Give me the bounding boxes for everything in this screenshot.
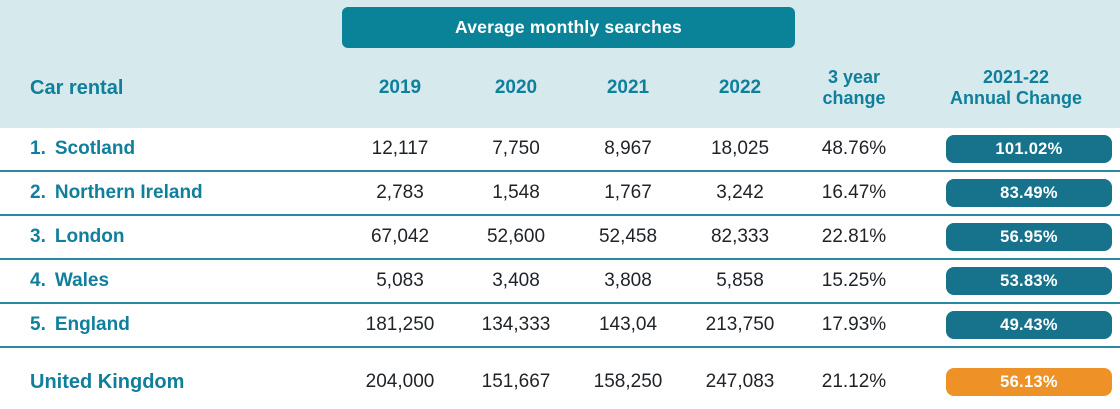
region-label: United Kingdom xyxy=(30,370,185,393)
region-name-cell: 3. London xyxy=(0,226,340,248)
value-2022: 213,750 xyxy=(705,314,775,335)
value-2020: 134,333 xyxy=(481,314,551,335)
region-name-cell: 5. England xyxy=(0,314,340,336)
value-2021: 3,808 xyxy=(604,270,652,291)
annual-change-cell: 56.13% xyxy=(912,368,1120,396)
value-2019: 2,783 xyxy=(376,182,424,203)
region-label: Wales xyxy=(54,270,110,291)
region-name-cell: United Kingdom xyxy=(0,371,340,394)
annual-change-badge: 56.95% xyxy=(946,223,1112,251)
value-2020: 3,408 xyxy=(492,270,540,291)
value-2021: 1,767 xyxy=(604,182,652,203)
column-header-car-rental: Car rental xyxy=(30,76,124,99)
region-rank: 1. xyxy=(30,138,46,159)
value-2019: 67,042 xyxy=(370,226,430,247)
value-2020: 151,667 xyxy=(481,371,551,392)
table-row: 5. England 181,250 134,333 143,04 213,750… xyxy=(0,304,1120,348)
column-header-2020: 2020 xyxy=(494,77,538,99)
annual-change-badge: 101.02% xyxy=(946,135,1112,163)
region-name-cell: 2. Northern Ireland xyxy=(0,182,340,204)
annual-change-badge: 53.83% xyxy=(946,267,1112,295)
value-2021: 8,967 xyxy=(604,138,652,159)
table-row: 2. Northern Ireland 2,783 1,548 1,767 3,2… xyxy=(0,172,1120,216)
annual-change-badge: 49.43% xyxy=(946,311,1112,339)
region-rank: 5. xyxy=(30,314,46,335)
value-2022: 247,083 xyxy=(705,371,775,392)
region-label: London xyxy=(54,226,125,247)
region-name-cell: 1. Scotland xyxy=(0,138,340,160)
summary-row-united-kingdom: United Kingdom 204,000 151,667 158,250 2… xyxy=(0,354,1120,409)
value-2022: 18,025 xyxy=(710,138,770,159)
region-rank: 2. xyxy=(30,182,46,203)
column-header-3-year-change: 3 year change xyxy=(822,67,886,108)
value-2022: 82,333 xyxy=(710,226,770,247)
value-2021: 158,250 xyxy=(593,371,663,392)
column-header-2022: 2022 xyxy=(718,77,762,99)
value-2019: 12,117 xyxy=(371,138,429,159)
region-name-cell: 4. Wales xyxy=(0,270,340,292)
value-3-year-change: 22.81% xyxy=(821,226,887,247)
value-2019: 5,083 xyxy=(376,270,424,291)
value-2020: 52,600 xyxy=(486,226,546,247)
region-label: Northern Ireland xyxy=(54,182,203,203)
column-header-annual-change: 2021-22 Annual Change xyxy=(949,67,1082,108)
value-2021: 143,04 xyxy=(598,314,658,335)
annual-change-cell: 53.83% xyxy=(912,267,1120,295)
value-2022: 3,242 xyxy=(716,182,764,203)
value-2020: 7,750 xyxy=(492,138,540,159)
value-2019: 181,250 xyxy=(365,314,435,335)
value-2019: 204,000 xyxy=(365,371,435,392)
value-2020: 1,548 xyxy=(492,182,540,203)
annual-change-badge: 56.13% xyxy=(946,368,1112,396)
page-title: Average monthly searches xyxy=(455,17,682,37)
table-header-area: Average monthly searches Car rental 2019… xyxy=(0,0,1120,128)
table-row: 3. London 67,042 52,600 52,458 82,333 22.… xyxy=(0,216,1120,260)
table-row: 1. Scotland 12,117 7,750 8,967 18,025 48.… xyxy=(0,128,1120,172)
value-3-year-change: 17.93% xyxy=(821,314,887,335)
column-header-2021: 2021 xyxy=(606,77,650,99)
table-title-banner: Average monthly searches xyxy=(342,7,795,48)
value-2022: 5,858 xyxy=(716,270,764,291)
column-header-2019: 2019 xyxy=(378,77,422,99)
column-header-row: Car rental 2019 2020 2021 2022 3 year ch… xyxy=(0,0,1120,128)
annual-change-badge: 83.49% xyxy=(946,179,1112,207)
annual-change-cell: 101.02% xyxy=(912,135,1120,163)
value-3-year-change: 21.12% xyxy=(821,371,887,392)
table-row: 4. Wales 5,083 3,408 3,808 5,858 15.25% 5… xyxy=(0,260,1120,304)
value-3-year-change: 16.47% xyxy=(821,182,887,203)
value-3-year-change: 15.25% xyxy=(821,270,887,291)
annual-change-cell: 56.95% xyxy=(912,223,1120,251)
region-label: Scotland xyxy=(54,138,136,159)
region-rank: 4. xyxy=(30,270,46,291)
value-2021: 52,458 xyxy=(598,226,658,247)
region-rank: 3. xyxy=(30,226,46,247)
annual-change-cell: 49.43% xyxy=(912,311,1120,339)
region-label: England xyxy=(54,314,130,335)
annual-change-cell: 83.49% xyxy=(912,179,1120,207)
value-3-year-change: 48.76% xyxy=(821,138,887,159)
